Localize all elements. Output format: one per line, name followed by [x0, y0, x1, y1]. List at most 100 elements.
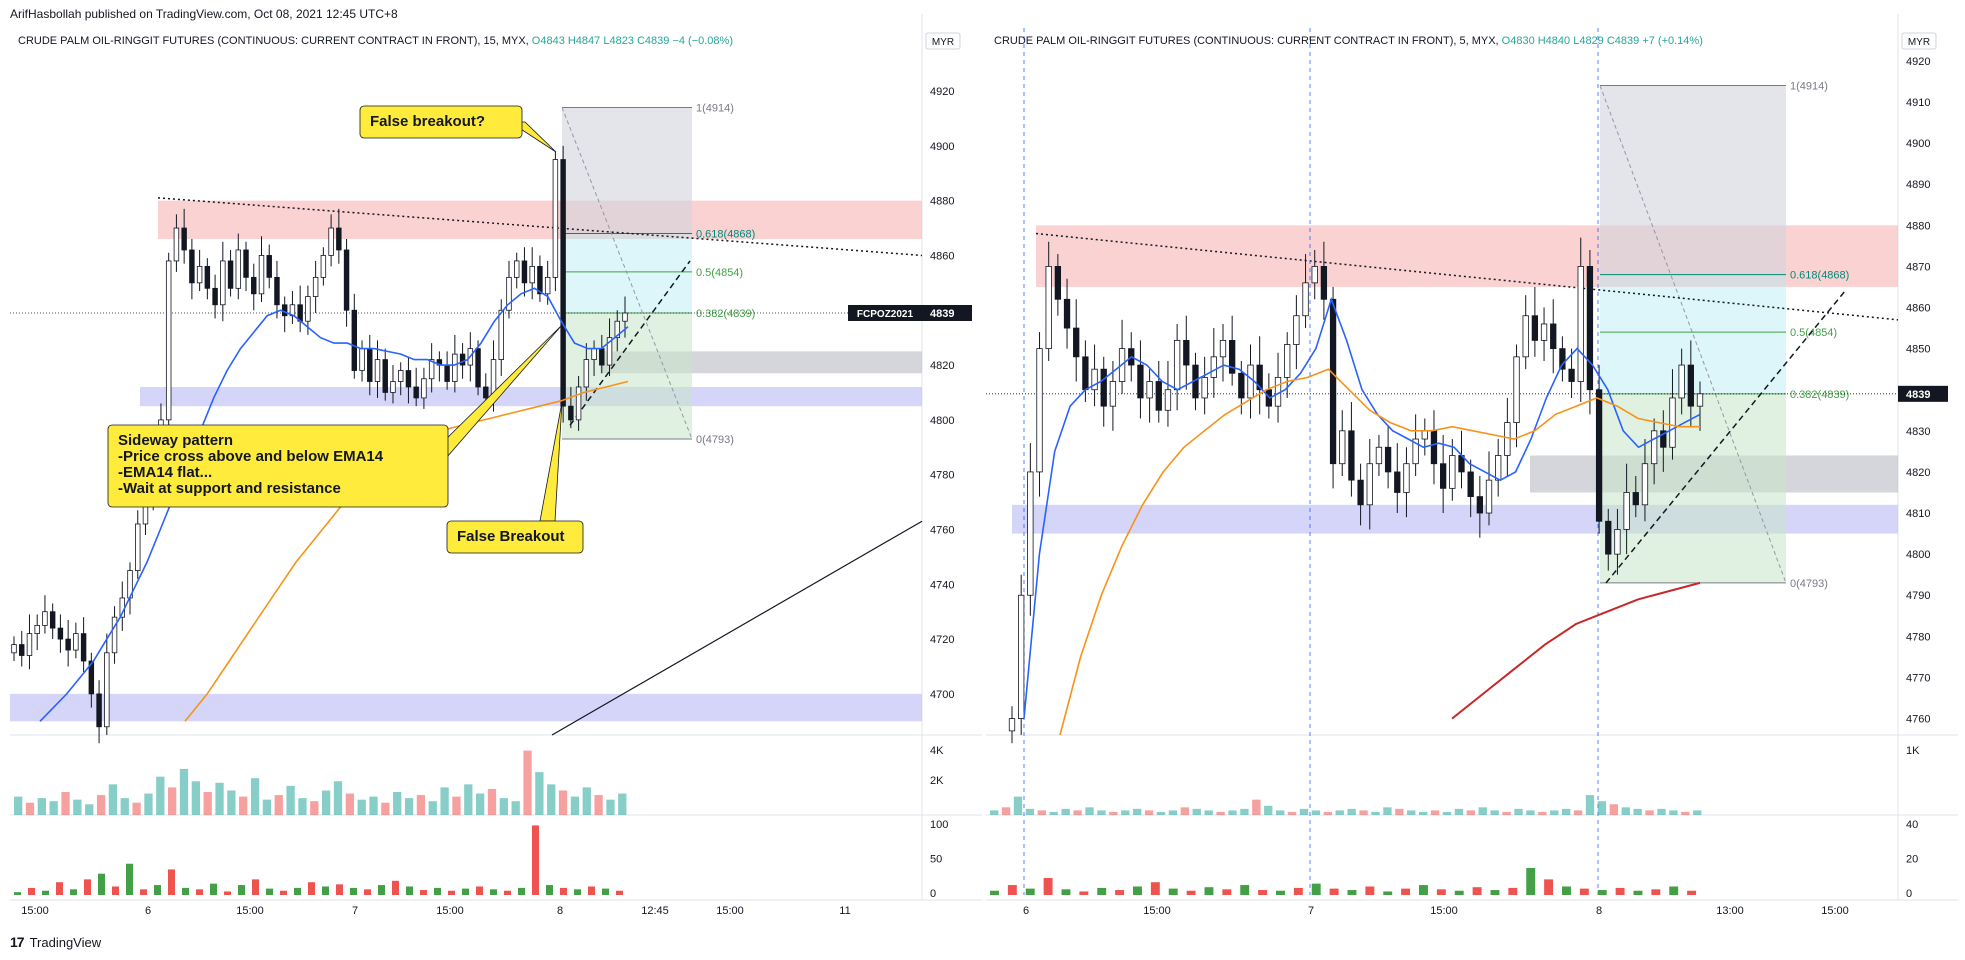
right-chart-candle: [1595, 389, 1603, 522]
left-chart-candle: [88, 660, 95, 695]
right-chart-candle: [1256, 364, 1263, 391]
left-chart-oscillator-bar: [336, 884, 343, 895]
left-chart-candle: [591, 348, 597, 360]
right-chart-volume-bar: [1430, 810, 1440, 815]
right-chart-volume-bar: [1359, 810, 1368, 815]
right-chart-oscillator-bar: [1240, 885, 1250, 895]
left-chart-volume-bar: [73, 799, 82, 815]
right-chart-candle: [1091, 368, 1098, 391]
right-chart-candle: [1302, 282, 1309, 317]
right-chart-candle: [1540, 323, 1548, 341]
false-breakout-callout-line: False Breakout: [457, 528, 565, 545]
right-chart-volume-bar: [1049, 811, 1058, 815]
left-chart-fib-trendline: [561, 107, 693, 440]
left-chart-volume-bar: [179, 769, 189, 815]
left-chart-volume-bar: [570, 796, 580, 815]
right-chart-candle: [1137, 364, 1144, 399]
right-chart-candle: [1063, 298, 1071, 329]
left-chart-candle: [428, 359, 435, 380]
right-chart-candle: [1696, 393, 1704, 407]
left-chart-volume-bar: [14, 796, 23, 815]
left-chart-candle: [359, 348, 365, 371]
left-chart-currency-badge: [925, 32, 961, 50]
left-chart-oscillator-bar: [518, 887, 525, 895]
right-chart-volume-bar: [1693, 810, 1702, 815]
left-chart-currency-label: MYR: [932, 37, 954, 48]
right-chart-candle: [1394, 471, 1401, 493]
left-chart-candle: [529, 266, 535, 284]
right-chart-group: 1(4914) 0.618(4868) 0.5(4854) 0.382(4839) 0(…: [986, 14, 1958, 917]
left-chart-candle: [444, 364, 450, 382]
left-chart-volume-bar: [250, 778, 260, 815]
left-chart-volume-bar: [168, 787, 177, 815]
right-chart-oscillator-bar: [1633, 890, 1643, 895]
right-chart-price-tick: 4890: [1906, 179, 1930, 191]
left-chart-volume-bar: [322, 790, 331, 815]
left-chart-candle: [544, 276, 551, 295]
right-chart-volume-bar: [1347, 808, 1356, 815]
left-chart-support-trendline: [569, 260, 691, 426]
right-chart-candle: [1504, 422, 1511, 456]
left-chart-volume-bar: [144, 793, 153, 815]
left-chart-volume-bar: [618, 793, 627, 815]
right-chart-candle: [1495, 455, 1502, 481]
left-chart-oscillator-bar: [84, 879, 91, 895]
left-chart-candle: [305, 296, 311, 322]
left-chart-candle: [405, 370, 412, 388]
right-chart-candle: [1568, 368, 1575, 382]
tradingview-brand[interactable]: 17 TradingView: [10, 934, 101, 950]
right-chart-fib-zone-low: [1600, 393, 1786, 583]
left-chart-symbol-tag-box: [848, 304, 922, 321]
left-chart-candle: [374, 359, 381, 382]
right-chart-candle: [1559, 348, 1566, 370]
right-chart-volume-bar: [1419, 811, 1428, 815]
right-chart-volume-bar: [1573, 810, 1583, 815]
left-chart-volume-bar: [333, 781, 343, 815]
right-chart-oscillator-tick: 20: [1906, 854, 1918, 866]
left-chart-candle: [614, 320, 620, 339]
left-chart-time-tick: 12:45: [641, 905, 669, 917]
right-chart-candle: [1027, 471, 1034, 596]
false-breakout-question-callout-box: [359, 105, 523, 139]
right-chart-price-tick: 4800: [1906, 549, 1930, 561]
right-chart-price-tick: 4790: [1906, 590, 1930, 602]
left-chart-volume-bar: [416, 795, 426, 815]
left-chart-candle: [583, 359, 590, 388]
right-chart-ema14-line: [1023, 296, 1701, 719]
left-chart-oscillator-bar: [196, 889, 203, 895]
right-chart-volume-bar: [1609, 804, 1619, 815]
right-chart-volume-bar: [1514, 808, 1523, 815]
right-chart-candle: [1210, 356, 1217, 378]
right-chart-resistance-trendline: [1035, 232, 1899, 321]
right-chart-volume-bar: [1669, 810, 1678, 815]
right-chart-price-tick: 4820: [1906, 467, 1930, 479]
right-chart-support-trendline: [1605, 290, 1846, 584]
right-chart-volume-bar: [1597, 801, 1607, 815]
right-chart-volume-bar: [1121, 810, 1130, 815]
right-chart-candle: [1229, 339, 1236, 374]
left-chart-time-tick: 8: [557, 905, 563, 917]
left-chart-time-tick: 15:00: [21, 905, 49, 917]
left-chart-candle: [181, 227, 187, 251]
right-chart-price-tick: 4770: [1906, 672, 1930, 684]
right-chart-oscillator-bar: [1007, 885, 1017, 895]
right-chart-oscillator-bar: [1490, 890, 1500, 895]
left-chart-candle: [258, 255, 265, 295]
tradingview-logo-icon: 17: [10, 934, 25, 950]
right-chart-candle: [1421, 430, 1428, 440]
right-chart-time-tick: 8: [1596, 905, 1602, 917]
right-chart-price-tick: 4920: [1906, 56, 1930, 68]
left-chart-volume-bar: [369, 796, 378, 815]
right-chart-last-price-label: 4839: [1906, 389, 1930, 401]
left-chart-volume-bar: [464, 784, 473, 815]
right-chart-candle: [1320, 266, 1328, 300]
right-chart-candle: [1018, 594, 1025, 719]
false-breakout-callout-box: [446, 520, 584, 554]
left-chart-oscillator-bar: [98, 873, 105, 895]
right-chart-volume-bar: [1001, 807, 1011, 815]
left-chart-last-price-badge: [922, 304, 972, 321]
left-chart-candle: [537, 266, 543, 295]
left-chart-candle: [19, 644, 25, 656]
left-chart-oscillator-bar: [280, 890, 287, 895]
